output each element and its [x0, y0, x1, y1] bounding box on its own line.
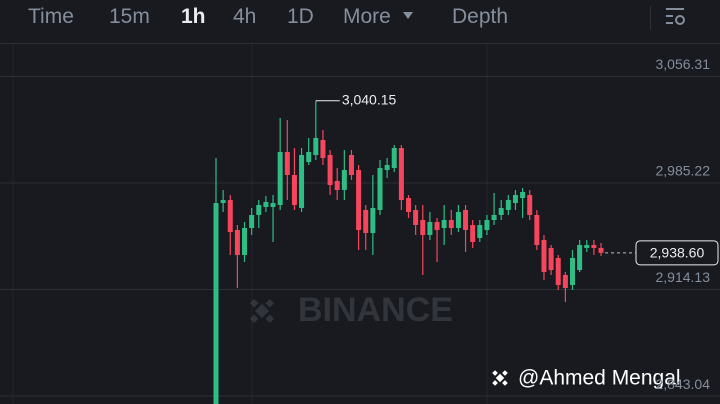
candle-body — [363, 210, 369, 233]
candle-body — [534, 214, 540, 245]
candle-body — [441, 219, 447, 229]
candle-body — [220, 199, 226, 204]
candle-body — [598, 247, 604, 253]
candle-body — [277, 151, 283, 205]
candle-body — [434, 221, 440, 230]
watermark-text: BINANCE — [298, 291, 453, 329]
candle-body — [306, 151, 312, 163]
candle-body — [291, 174, 297, 205]
y-tick-label: 2,914.13 — [656, 269, 711, 285]
candle-body — [413, 210, 419, 226]
candle-body — [370, 207, 376, 233]
candle-body — [527, 195, 533, 215]
candle-body — [470, 225, 476, 242]
candle-body — [263, 202, 269, 208]
candle-body — [213, 203, 219, 404]
dropdown-arrow — [403, 12, 413, 19]
last-price-box — [635, 240, 719, 266]
high-label: 3,040.15 — [342, 91, 397, 107]
tab[interactable]: 4h — [233, 5, 257, 28]
credit-logo — [492, 370, 508, 386]
candle-body — [341, 169, 347, 190]
candle-body — [356, 169, 362, 230]
candle-body — [505, 199, 511, 211]
tab-selected[interactable]: 1h — [181, 5, 206, 28]
credit: @Ahmed Mengal — [518, 367, 681, 390]
candle-body — [562, 274, 568, 289]
candle-body — [584, 244, 590, 248]
candle-body — [256, 204, 262, 215]
divider — [650, 6, 651, 30]
y-tick-label: 3,056.31 — [656, 56, 711, 72]
candle-body — [227, 199, 233, 233]
candle-body — [548, 247, 554, 271]
candle-body — [427, 221, 433, 235]
candle-body — [498, 207, 504, 215]
candle-body — [477, 225, 483, 238]
candle-body — [299, 155, 305, 208]
candle-body — [391, 147, 397, 169]
settings-icon[interactable] — [664, 6, 688, 28]
candle-body — [448, 219, 454, 229]
y-tick-label: 2,985.22 — [656, 163, 711, 179]
candle-body — [406, 198, 412, 212]
tab[interactable]: 1D — [287, 5, 314, 28]
chart: BINANCE @Ahmed Mengal 2,843.04 2,914.13 2,… — [0, 44, 720, 404]
candle-body — [555, 258, 561, 285]
interval-bar: Time 15m 1h 4h 1D More Depth — [0, 0, 720, 44]
tab[interactable]: Depth — [452, 5, 509, 28]
candle-body — [570, 258, 575, 285]
candle-body — [334, 181, 340, 190]
candle-body — [384, 165, 390, 170]
candle-body — [234, 229, 240, 256]
last-price-label: 2,938.60 — [650, 245, 705, 261]
candle-body — [512, 195, 518, 204]
candle-body — [313, 138, 319, 156]
tab-more[interactable]: More — [343, 5, 391, 28]
watermark: BINANCE — [249, 291, 453, 329]
y-tick-label: 2,843.04 — [656, 376, 711, 392]
candle-body — [420, 219, 426, 235]
candle-body — [455, 211, 461, 229]
candle-body — [398, 147, 404, 200]
candle-body — [348, 155, 354, 175]
candle-body — [284, 151, 290, 175]
candle-body — [484, 219, 490, 230]
candle-body — [377, 168, 383, 211]
candle-body — [577, 244, 583, 271]
candle-body — [327, 155, 333, 185]
tab[interactable]: 15m — [109, 5, 150, 28]
candle-body — [270, 203, 276, 208]
candle-body — [242, 228, 248, 256]
candle-body — [541, 240, 547, 272]
candle-body — [463, 210, 469, 230]
candle-body — [249, 214, 255, 229]
candle-body — [520, 192, 526, 199]
candle-body — [591, 244, 597, 248]
tab[interactable]: Time — [28, 5, 74, 28]
candle-body — [320, 140, 326, 159]
candle-body — [491, 214, 497, 220]
